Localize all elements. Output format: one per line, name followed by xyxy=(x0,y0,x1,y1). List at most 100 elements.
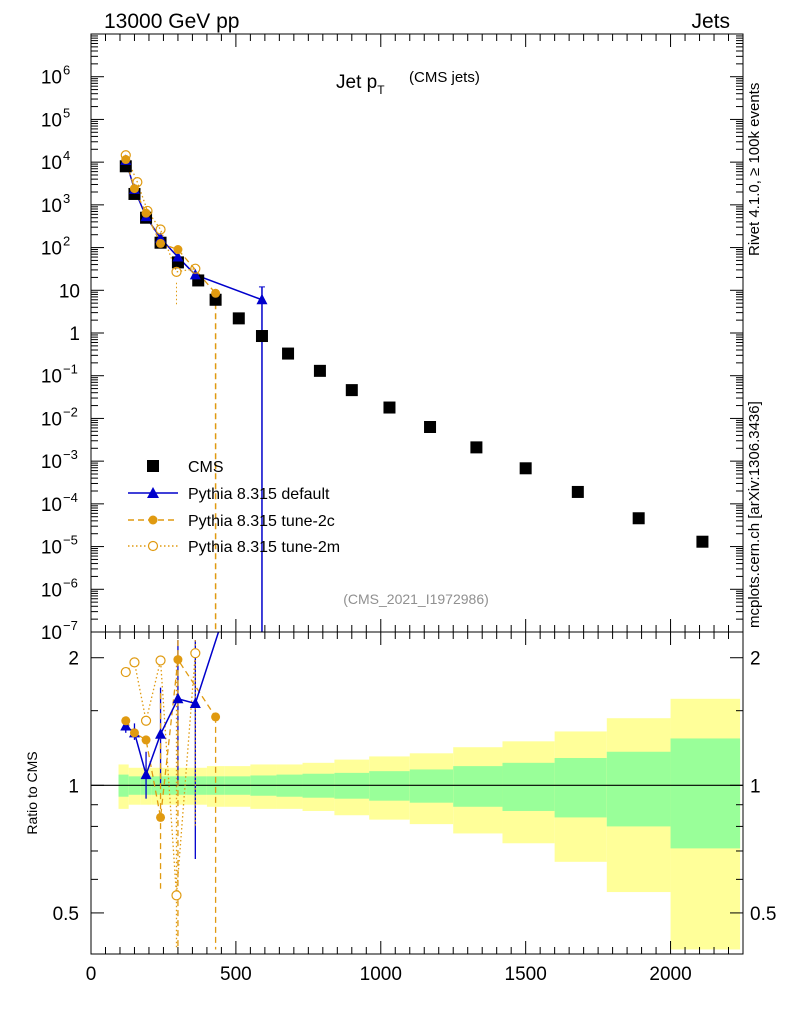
process-label: Jets xyxy=(691,10,730,33)
ratio-y-tick-label-right: 0.5 xyxy=(750,904,776,925)
cms-data-point xyxy=(696,535,709,548)
legend-entry-default: Pythia 8.315 default xyxy=(128,486,330,503)
tune-2m-data-point xyxy=(132,177,143,188)
ratio-default-point xyxy=(120,720,132,731)
title-suffix: (CMS jets) xyxy=(409,69,480,86)
ratio-y-tick-label-right: 1 xyxy=(750,776,761,797)
y-tick-base: 10 xyxy=(41,452,62,473)
cms-data-point xyxy=(282,347,295,360)
y-tick-label: 10 xyxy=(59,281,80,302)
y-tick-exponent: 5 xyxy=(63,105,70,120)
legend-default-label: Pythia 8.315 default xyxy=(188,486,330,503)
cms-uncertainty-band-inner xyxy=(606,751,671,827)
cms-uncertainty-band-inner xyxy=(409,769,454,803)
ratio-panel: Ratio to CMS xyxy=(24,631,744,955)
tune-2m-series-line xyxy=(125,154,196,273)
y-tick-exponent: −7 xyxy=(63,618,78,633)
y-tick-exponent: −3 xyxy=(63,447,78,462)
ratio-tune-2m-point xyxy=(155,655,166,666)
main-panel: Jet pT (CMS jets) (CMS_2021_I1972986) CM… xyxy=(90,33,744,633)
y-tick-label: 10 xyxy=(41,495,62,516)
y-tick-exponent: 3 xyxy=(63,191,70,206)
default-data-point xyxy=(189,268,201,280)
legend-tune-2m-marker xyxy=(147,540,159,552)
cms-uncertainty-band-inner xyxy=(554,758,607,818)
y-tick-base: 10 xyxy=(41,239,62,260)
legend-tune-2c-label: Pythia 8.315 tune-2c xyxy=(188,513,335,530)
ratio-tune-2m-point xyxy=(171,890,182,901)
ratio-default-point xyxy=(189,697,201,708)
cms-data-point xyxy=(632,512,645,525)
ratio-tune-2c-point xyxy=(211,712,221,722)
cms-data-point xyxy=(571,485,584,498)
cms-uncertainty-band-inner xyxy=(502,762,555,811)
rivet-version-label: Rivet 4.1.0, ≥ 100k events xyxy=(746,83,763,256)
y-tick-label: 10 xyxy=(41,409,62,430)
legend-entry-tune-2m: Pythia 8.315 tune-2m xyxy=(128,539,340,556)
legend-entry-tune-2c: Pythia 8.315 tune-2c xyxy=(128,513,335,530)
y-tick-label: 10 xyxy=(41,239,62,260)
beam-label: 13000 GeV pp xyxy=(104,10,239,33)
y-tick-label: 10 xyxy=(41,367,62,388)
ratio-y-tick-label-left: 1 xyxy=(68,776,79,797)
ratio-default-point xyxy=(172,692,184,704)
cms-data-point xyxy=(232,312,245,325)
y-tick-base: 10 xyxy=(41,409,62,430)
ratio-tune-2m-point xyxy=(120,666,131,678)
ratio-tune-2c-point xyxy=(141,735,151,745)
ratio-panel-frame xyxy=(90,631,744,955)
cms-data-point xyxy=(470,441,483,454)
cms-uncertainty-band-inner xyxy=(670,738,741,849)
ratio-tune-2c-point xyxy=(156,812,166,822)
y-tick-base: 10 xyxy=(41,68,62,89)
y-tick-exponent: −4 xyxy=(63,490,78,505)
tune-2m-data-point xyxy=(171,266,182,277)
tune-2m-data-point xyxy=(120,150,131,161)
title-main: Jet p xyxy=(336,72,377,93)
cms-uncertainty-band-inner xyxy=(453,766,503,807)
y-tick-base: 10 xyxy=(41,538,62,559)
cms-data-point xyxy=(424,420,437,433)
ratio-y-tick-label-right: 2 xyxy=(750,649,761,670)
y-tick-label: 10 xyxy=(41,68,62,89)
ratio-y-tick-label-left: 2 xyxy=(68,649,79,670)
y-tick-label: 10 xyxy=(41,623,62,644)
ratio-default-point xyxy=(140,768,152,780)
ratio-y-tick-label-left: 0.5 xyxy=(53,904,79,925)
ratio-tune-2c-point xyxy=(121,716,131,726)
y-tick-label: 10 xyxy=(41,110,62,131)
legend-tune-2c-marker xyxy=(148,515,158,525)
y-tick-label: 10 xyxy=(41,580,62,601)
default-data-point xyxy=(172,251,184,262)
chart-title: Jet pT xyxy=(336,72,385,97)
y-tick-label: 10 xyxy=(41,538,62,559)
tune-2m-data-point xyxy=(142,205,153,217)
ratio-default-point xyxy=(155,728,167,739)
legend: CMS Pythia 8.315 default Pythia 8.315 tu… xyxy=(128,459,340,556)
y-tick-exponent: −6 xyxy=(63,575,78,590)
y-tick-exponent: 2 xyxy=(63,234,70,249)
tune-2c-data-point xyxy=(211,288,221,298)
ratio-tune-2m-point xyxy=(140,715,152,726)
tune-2c-data-point xyxy=(173,245,183,255)
ratio-tune-2m-point xyxy=(190,648,201,659)
x-tick-label: 2000 xyxy=(649,964,691,985)
y-tick-base: 10 xyxy=(41,110,62,131)
ratio-tune-2c-point xyxy=(129,728,139,738)
cms-data-point xyxy=(383,401,396,414)
x-tick-label: 500 xyxy=(220,964,252,985)
y-tick-base: 10 xyxy=(41,580,62,601)
y-tick-exponent: 4 xyxy=(63,148,70,163)
y-tick-base: 10 xyxy=(59,281,80,302)
legend-cms-marker xyxy=(147,460,159,472)
ratio-tune-2c-point xyxy=(173,655,183,665)
y-tick-exponent: 6 xyxy=(63,63,70,78)
y-tick-exponent: −5 xyxy=(63,533,78,548)
y-tick-exponent: −1 xyxy=(63,362,78,377)
tune-2m-data-point xyxy=(190,263,201,274)
cms-data-point xyxy=(209,293,222,306)
legend-entry-cms: CMS xyxy=(147,459,224,476)
y-tick-label: 10 xyxy=(41,196,62,217)
legend-default-marker xyxy=(147,487,159,498)
y-tick-label: 10 xyxy=(41,452,62,473)
